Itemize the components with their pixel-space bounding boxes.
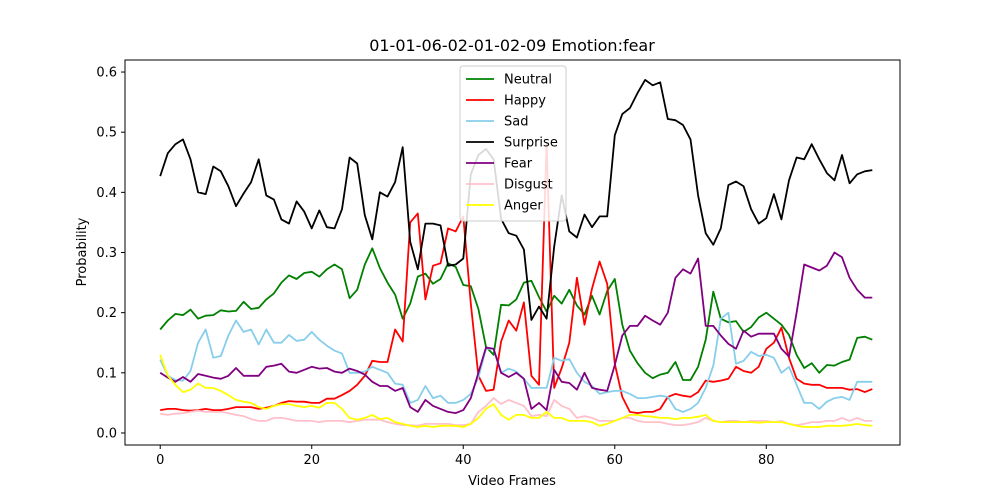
legend-label-neutral: Neutral bbox=[504, 73, 552, 88]
series-lines bbox=[159, 79, 873, 428]
series-line-neutral bbox=[159, 247, 873, 381]
y-tick-label: 0.2 bbox=[96, 306, 117, 321]
legend-label-disgust: Disgust bbox=[504, 178, 553, 193]
y-axis: 0.0 0.1 0.2 0.3 0.4 0.5 0.6 bbox=[96, 66, 125, 441]
series-line-anger bbox=[159, 354, 873, 428]
chart-title: 01-01-06-02-01-02-09 Emotion:fear bbox=[369, 36, 655, 55]
y-tick-label: 0.3 bbox=[96, 246, 117, 261]
series-line-sad bbox=[159, 311, 873, 413]
legend: Neutral Happy Sad Surprise Fear Disgust Anger bbox=[459, 65, 567, 222]
y-axis-label: Probability bbox=[75, 217, 90, 286]
x-tick-label: 40 bbox=[455, 453, 472, 468]
series-line-disgust bbox=[160, 397, 873, 427]
x-tick-label: 80 bbox=[758, 453, 775, 468]
y-tick-label: 0.1 bbox=[96, 366, 117, 381]
y-tick-label: 0.5 bbox=[96, 126, 117, 141]
y-tick-label: 0.4 bbox=[96, 186, 117, 201]
legend-box bbox=[459, 65, 567, 222]
series-line-surprise bbox=[159, 79, 873, 321]
series-line-fear bbox=[159, 251, 873, 415]
y-tick-label: 0.0 bbox=[96, 426, 117, 441]
x-axis: 0 20 40 60 80 bbox=[156, 445, 775, 468]
y-tick-label: 0.6 bbox=[96, 66, 117, 81]
x-tick-label: 20 bbox=[303, 453, 320, 468]
legend-label-sad: Sad bbox=[504, 115, 528, 130]
x-tick-label: 60 bbox=[606, 453, 623, 468]
x-tick-label: 0 bbox=[156, 453, 164, 468]
legend-label-happy: Happy bbox=[504, 94, 546, 109]
legend-label-anger: Anger bbox=[504, 199, 543, 214]
x-axis-label: Video Frames bbox=[468, 474, 556, 489]
legend-label-surprise: Surprise bbox=[504, 136, 558, 151]
legend-label-fear: Fear bbox=[504, 157, 533, 172]
